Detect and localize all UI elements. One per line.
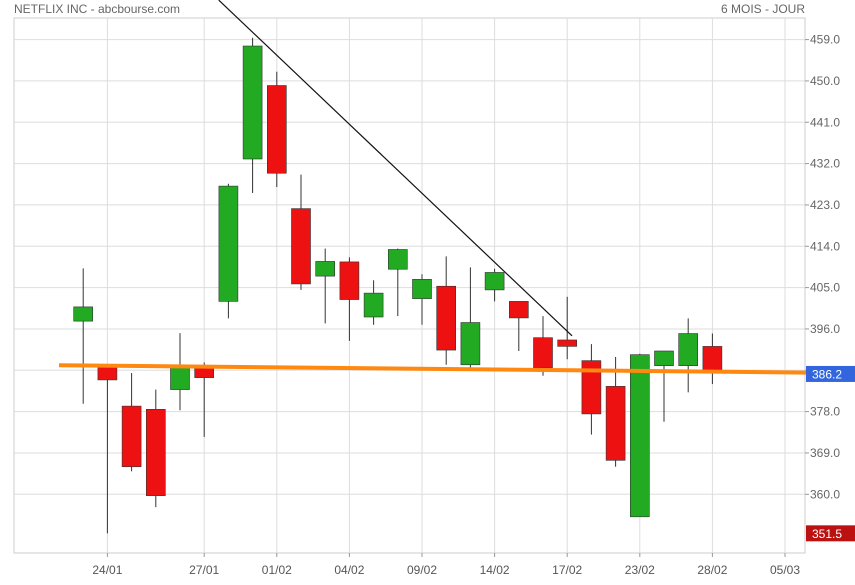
candle-up (73, 268, 93, 404)
candle-up (242, 37, 263, 193)
x-tick-label: 04/02 (334, 563, 364, 577)
candle-down (557, 296, 578, 360)
candle-up (218, 183, 239, 319)
x-tick-label: 24/01 (92, 563, 122, 577)
x-tick-label: 14/02 (480, 563, 510, 577)
candle-body (339, 261, 360, 300)
x-tick-label: 01/02 (262, 563, 292, 577)
candle-down (508, 301, 529, 351)
candle-down (121, 373, 142, 472)
candle-down (605, 356, 626, 467)
candle-body (363, 292, 384, 318)
y-tick-label: 441.0 (810, 115, 840, 129)
candle-body (678, 333, 699, 366)
x-tick-label: 09/02 (407, 563, 437, 577)
x-tick-label: 17/02 (552, 563, 582, 577)
x-tick-label: 28/02 (697, 563, 727, 577)
candle-up (654, 350, 674, 422)
current-value-tag (806, 365, 855, 382)
candle-body (242, 45, 263, 160)
candle-body (97, 365, 118, 381)
candle-body (557, 339, 578, 347)
candle-body (218, 185, 239, 302)
current-value-label: 386.2 (812, 367, 842, 381)
candle-body (605, 386, 626, 461)
candle-body (146, 409, 166, 496)
candle-body (73, 306, 93, 322)
chart-period: 6 MOIS - JOUR (720, 2, 805, 16)
candle-body (436, 285, 457, 351)
y-tick-label: 396.0 (810, 322, 840, 336)
y-tick-label: 459.0 (810, 33, 840, 47)
candle-down (436, 256, 457, 365)
candle-up (363, 280, 384, 325)
y-tick-label: 369.0 (810, 446, 840, 460)
candle-up (315, 248, 336, 324)
x-tick-label: 27/01 (189, 563, 219, 577)
candle-down (97, 364, 118, 534)
candle-body (484, 272, 505, 291)
candle-body (170, 366, 190, 390)
candle-up (460, 267, 481, 368)
candle-body (508, 301, 529, 319)
candle-down (146, 389, 166, 508)
candle-down (291, 174, 311, 290)
candle-up (387, 248, 408, 317)
candle-body (291, 208, 311, 285)
support-line (58, 363, 807, 375)
candle-down (533, 316, 553, 376)
candle-body (315, 261, 336, 277)
candle-body (533, 337, 553, 369)
candle-body (581, 360, 602, 415)
candle-up (484, 268, 505, 302)
candle-body (387, 249, 408, 270)
candle-down (266, 71, 287, 188)
x-tick-label: 23/02 (625, 563, 655, 577)
y-tick-label: 423.0 (810, 198, 840, 212)
candle-body (266, 85, 287, 174)
y-tick-label: 450.0 (810, 74, 840, 88)
candle-body (121, 405, 142, 468)
candle-body (412, 279, 432, 299)
plot-frame (13, 17, 806, 554)
candle-up (629, 353, 650, 518)
candle-up (678, 318, 699, 393)
candle-up (412, 274, 432, 325)
low-value-tag (806, 525, 855, 542)
candle-body (629, 354, 650, 518)
y-tick-label: 360.0 (810, 487, 840, 501)
candle-body (460, 322, 481, 366)
candle-body (654, 350, 674, 366)
low-value-label: 351.5 (812, 527, 842, 541)
x-tick-label: 05/03 (770, 563, 800, 577)
candle-body (702, 346, 723, 372)
chart-title: NETFLIX INC - abcbourse.com (14, 2, 181, 16)
y-tick-label: 414.0 (810, 239, 840, 253)
trend-line (218, 0, 573, 337)
candle-down (339, 257, 360, 341)
candle-up (170, 333, 190, 411)
y-tick-label: 432.0 (810, 157, 840, 171)
y-tick-label: 405.0 (810, 281, 840, 295)
y-tick-label: 378.0 (810, 405, 840, 419)
candle-down (581, 344, 602, 435)
